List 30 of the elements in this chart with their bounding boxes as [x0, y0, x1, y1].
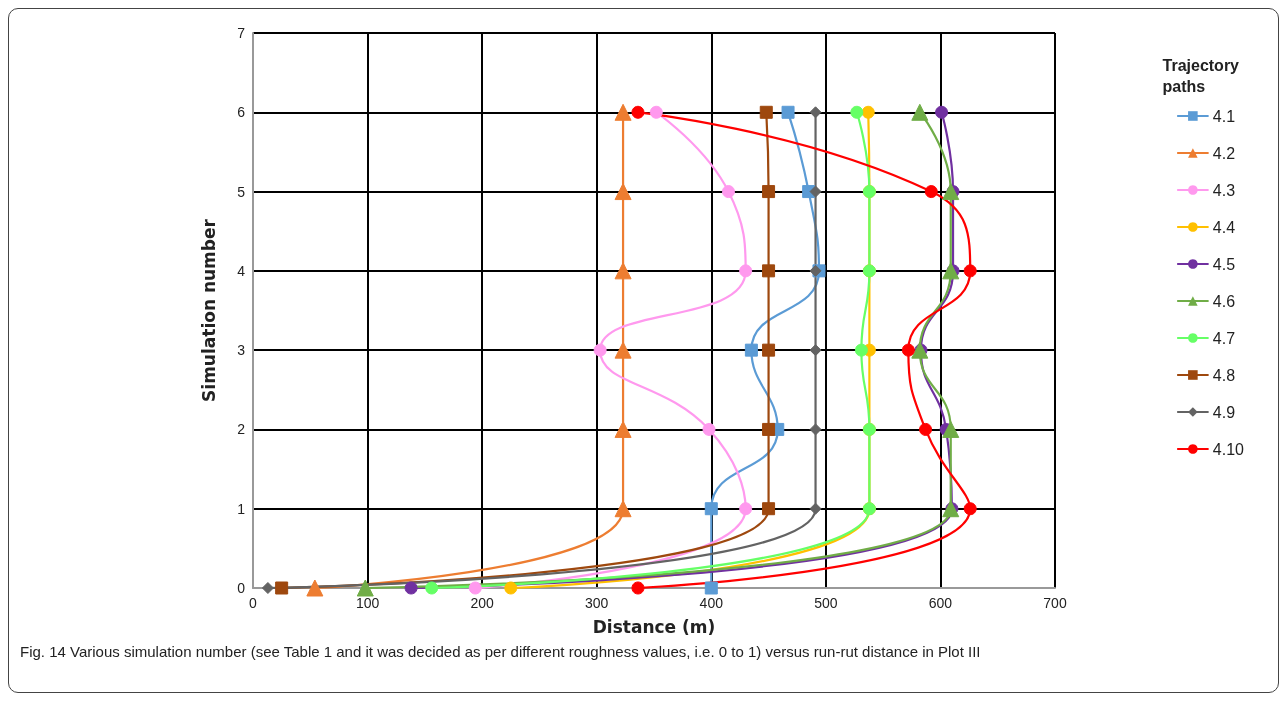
legend-label: 4.5 — [1212, 255, 1236, 273]
x-tick-label: 300 — [585, 595, 609, 611]
y-tick-label: 3 — [237, 342, 246, 359]
y-tick-label: 0 — [237, 580, 246, 596]
legend-label: 4.1 — [1212, 107, 1236, 125]
x-tick-label: 0 — [249, 595, 258, 611]
legend-label: 4.10 — [1212, 440, 1245, 458]
legend-label: 4.7 — [1212, 329, 1236, 347]
y-axis-title: Simulation number — [198, 218, 219, 402]
legend-title: Trajectory paths — [1162, 57, 1240, 95]
legend-label: 4.4 — [1212, 218, 1236, 236]
x-tick-label: 600 — [928, 595, 953, 611]
y-tick-label: 4 — [237, 262, 246, 279]
legend-label: 4.6 — [1212, 292, 1236, 310]
y-tick-label: 7 — [237, 25, 246, 41]
caption: Fig. 14 Various simulation number (see Table 1 and it was decided as per different roughness values, i.e. 0 to 1) versus run-rut distance in Plot III — [20, 643, 981, 660]
legend-label: 4.9 — [1212, 403, 1236, 421]
legend-label: 4.3 — [1212, 181, 1236, 199]
y-tick-label: 5 — [237, 183, 246, 200]
x-tick-label: 100 — [355, 595, 380, 611]
x-tick-label: 400 — [699, 595, 724, 611]
x-tick-label: 200 — [470, 595, 495, 611]
x-tick-label: 700 — [1043, 595, 1067, 611]
y-tick-label: 1 — [237, 500, 246, 517]
legend-label: 4.2 — [1212, 144, 1236, 162]
y-tick-label: 6 — [237, 104, 246, 121]
y-tick-label: 2 — [237, 421, 246, 438]
x-axis-title: Distance (m) — [592, 616, 716, 637]
x-tick-label: 500 — [814, 595, 838, 611]
legend-label: 4.8 — [1212, 366, 1236, 384]
